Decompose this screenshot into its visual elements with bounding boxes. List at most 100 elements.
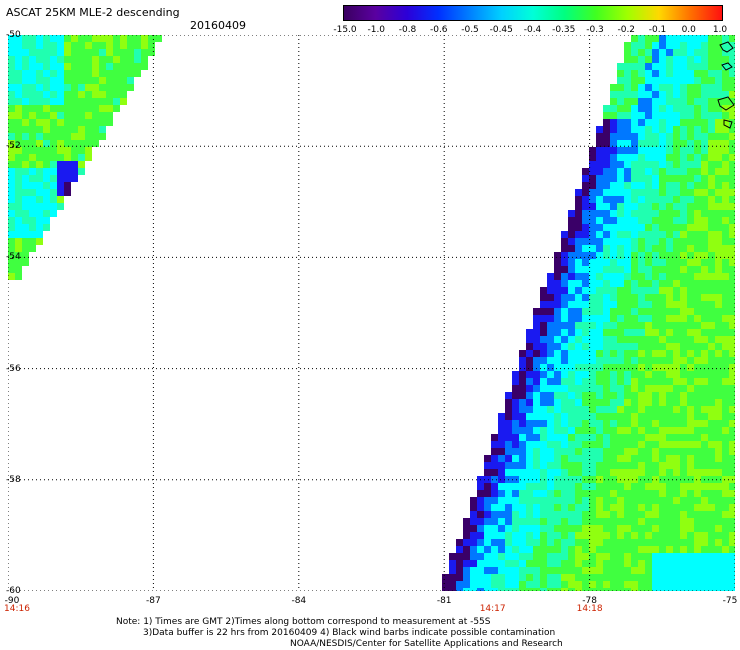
swath-cell (666, 315, 673, 322)
swath-cell (694, 119, 701, 126)
swath-cell (57, 49, 64, 56)
swath-cell (582, 518, 589, 525)
swath-cell (687, 350, 694, 357)
swath-cell (722, 385, 729, 392)
swath-cell (638, 434, 645, 441)
swath-cell (673, 504, 680, 511)
swath-cell (491, 539, 498, 546)
swath-cell (64, 35, 71, 42)
swath-cell (722, 329, 729, 336)
swath-cell (645, 196, 652, 203)
swath-cell (722, 350, 729, 357)
swath-cell (631, 56, 638, 63)
swath-cell (687, 427, 694, 434)
swath-cell (638, 56, 645, 63)
swath-cell (666, 448, 673, 455)
swath-cell (617, 343, 624, 350)
swath-cell (29, 49, 36, 56)
swath-cell (638, 217, 645, 224)
swath-cell (729, 567, 735, 574)
swath-cell (631, 483, 638, 490)
swath-cell (708, 588, 715, 591)
swath-cell (659, 273, 666, 280)
swath-cell (673, 133, 680, 140)
swath-cell (582, 182, 589, 189)
swath-cell (729, 133, 735, 140)
swath-cell (596, 427, 603, 434)
swath-cell (596, 462, 603, 469)
swath-cell (645, 322, 652, 329)
swath-cell (470, 518, 477, 525)
swath-cell (680, 350, 687, 357)
note-line-3: NOAA/NESDIS/Center for Satellite Applica… (290, 639, 563, 649)
swath-cell (631, 364, 638, 371)
swath-cell (554, 301, 561, 308)
latitude-label: -60 (6, 586, 21, 596)
swath-cell (729, 581, 735, 588)
swath-cell (526, 427, 533, 434)
swath-cell (603, 427, 610, 434)
swath-cell (575, 231, 582, 238)
swath-cell (673, 189, 680, 196)
swath-cell (694, 238, 701, 245)
swath-cell (498, 476, 505, 483)
swath-cell (22, 259, 29, 266)
swath-cell (113, 49, 120, 56)
swath-cell (645, 483, 652, 490)
swath-cell (715, 231, 722, 238)
swath-cell (512, 371, 519, 378)
swath-cell (645, 371, 652, 378)
swath-cell (624, 399, 631, 406)
swath-cell (715, 133, 722, 140)
color-scale-tick-label: -0.45 (489, 25, 513, 35)
swath-cell (533, 518, 540, 525)
swath-cell (631, 203, 638, 210)
swath-cell (729, 77, 735, 84)
swath-cell (701, 441, 708, 448)
swath-cell (652, 546, 659, 553)
swath-cell (666, 77, 673, 84)
swath-cell (589, 525, 596, 532)
swath-cell (141, 35, 148, 42)
swath-cell (589, 581, 596, 588)
swath-cell (610, 84, 617, 91)
swath-cell (715, 259, 722, 266)
swath-cell (624, 161, 631, 168)
swath-cell (652, 231, 659, 238)
swath-cell (596, 245, 603, 252)
swath-cell (575, 504, 582, 511)
swath-cell (50, 77, 57, 84)
swath-cell (498, 455, 505, 462)
swath-cell (120, 91, 127, 98)
swath-cell (722, 294, 729, 301)
swath-cell (561, 518, 568, 525)
swath-cell (645, 168, 652, 175)
swath-cell (673, 266, 680, 273)
swath-cell (561, 308, 568, 315)
swath-cell (701, 490, 708, 497)
swath-cell (449, 560, 456, 567)
swath-cell (715, 581, 722, 588)
swath-cell (8, 252, 15, 259)
swath-cell (729, 49, 735, 56)
swath-cell (491, 448, 498, 455)
swath-cell (43, 154, 50, 161)
swath-cell (610, 483, 617, 490)
swath-cell (547, 560, 554, 567)
swath-cell (715, 84, 722, 91)
swath-cell (71, 112, 78, 119)
swath-cell (701, 392, 708, 399)
swath-cell (29, 168, 36, 175)
swath-cell (561, 497, 568, 504)
swath-cell (603, 133, 610, 140)
swath-cell (687, 385, 694, 392)
swath-cell (561, 329, 568, 336)
swath-cell (610, 112, 617, 119)
swath-cell (673, 371, 680, 378)
swath-cell (708, 518, 715, 525)
swath-cell (29, 238, 36, 245)
color-scale-tick-label: -0.5 (461, 25, 479, 35)
swath-cell (519, 539, 526, 546)
swath-cell (722, 490, 729, 497)
swath-cell (575, 427, 582, 434)
